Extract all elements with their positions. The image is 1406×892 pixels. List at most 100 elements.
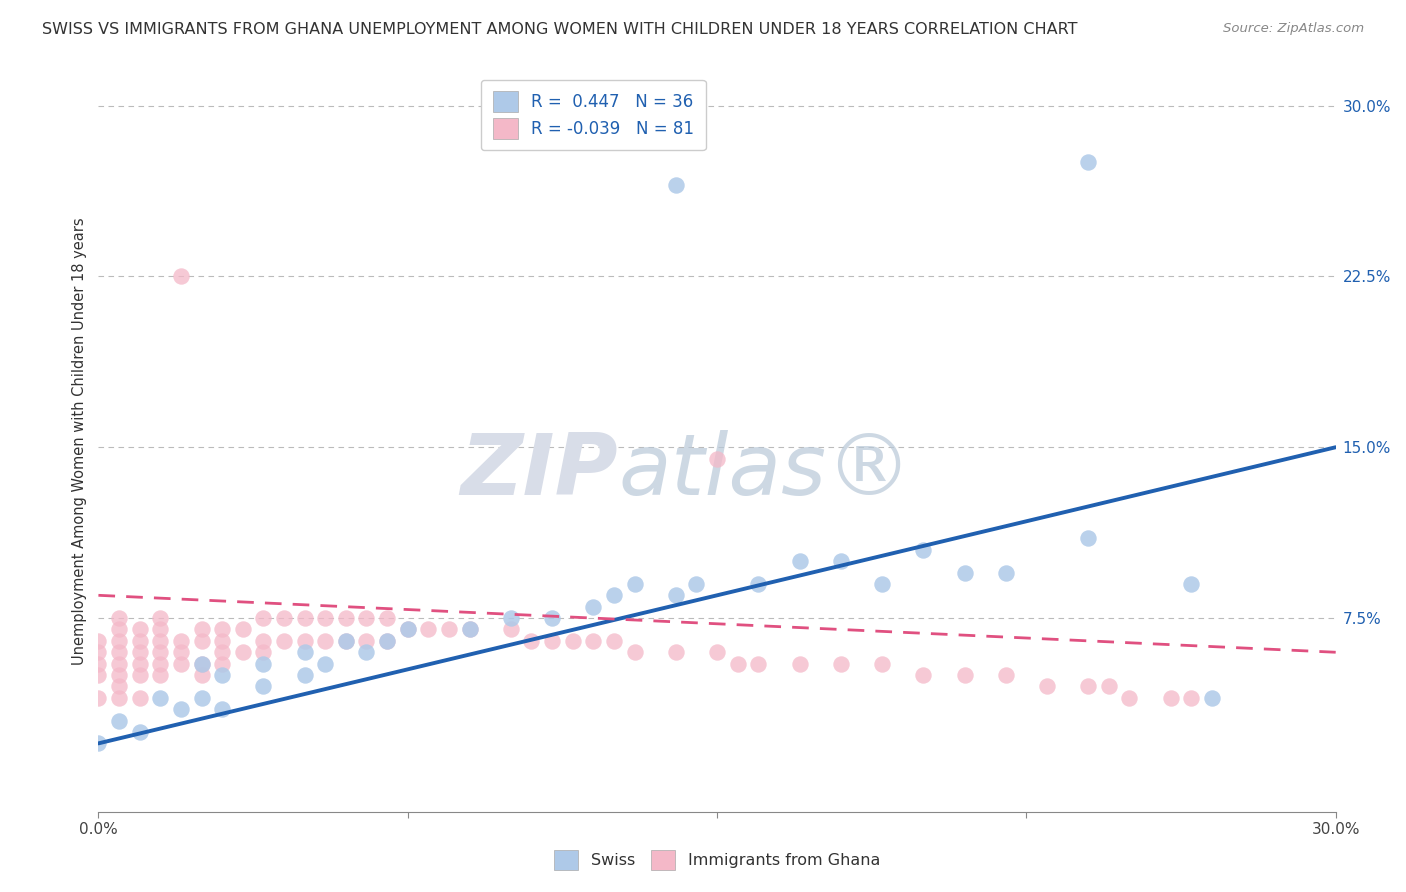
Point — [170, 269, 193, 284]
Point — [190, 633, 212, 648]
Point — [149, 668, 172, 682]
Point — [211, 645, 233, 659]
Point — [582, 633, 605, 648]
Point — [1036, 680, 1059, 694]
Point — [1180, 577, 1202, 591]
Y-axis label: Unemployment Among Women with Children Under 18 years: Unemployment Among Women with Children U… — [72, 218, 87, 665]
Point — [520, 633, 543, 648]
Point — [747, 657, 769, 671]
Point — [87, 657, 110, 671]
Point — [335, 633, 357, 648]
Point — [190, 668, 212, 682]
Point — [335, 633, 357, 648]
Point — [912, 668, 935, 682]
Point — [128, 657, 150, 671]
Point — [396, 623, 419, 637]
Point — [685, 577, 707, 591]
Point — [294, 668, 316, 682]
Point — [108, 611, 131, 625]
Point — [190, 657, 212, 671]
Point — [252, 645, 274, 659]
Point — [499, 611, 522, 625]
Point — [294, 633, 316, 648]
Point — [418, 623, 440, 637]
Point — [170, 702, 193, 716]
Point — [211, 633, 233, 648]
Point — [128, 690, 150, 705]
Point — [706, 645, 728, 659]
Point — [1180, 690, 1202, 705]
Point — [603, 588, 626, 602]
Point — [1077, 532, 1099, 546]
Point — [273, 611, 295, 625]
Point — [706, 451, 728, 466]
Point — [665, 588, 688, 602]
Legend: Swiss, Immigrants from Ghana: Swiss, Immigrants from Ghana — [546, 842, 889, 878]
Point — [1077, 155, 1099, 169]
Text: ZIP: ZIP — [460, 430, 619, 513]
Text: Source: ZipAtlas.com: Source: ZipAtlas.com — [1223, 22, 1364, 36]
Point — [108, 623, 131, 637]
Point — [108, 680, 131, 694]
Point — [789, 657, 811, 671]
Point — [356, 645, 378, 659]
Point — [252, 657, 274, 671]
Point — [108, 690, 131, 705]
Point — [1201, 690, 1223, 705]
Point — [314, 657, 336, 671]
Point — [170, 657, 193, 671]
Point — [108, 645, 131, 659]
Point — [108, 657, 131, 671]
Point — [1077, 680, 1099, 694]
Point — [314, 633, 336, 648]
Point — [190, 690, 212, 705]
Point — [128, 645, 150, 659]
Point — [458, 623, 481, 637]
Point — [953, 566, 976, 580]
Point — [623, 577, 645, 591]
Point — [211, 623, 233, 637]
Point — [375, 633, 398, 648]
Point — [356, 633, 378, 648]
Point — [335, 611, 357, 625]
Point — [665, 645, 688, 659]
Point — [665, 178, 688, 193]
Point — [149, 611, 172, 625]
Point — [87, 690, 110, 705]
Point — [211, 657, 233, 671]
Point — [375, 633, 398, 648]
Point — [149, 657, 172, 671]
Point — [603, 633, 626, 648]
Point — [953, 668, 976, 682]
Point — [128, 668, 150, 682]
Point — [1098, 680, 1121, 694]
Point — [211, 702, 233, 716]
Point — [499, 623, 522, 637]
Point — [232, 645, 254, 659]
Point — [356, 611, 378, 625]
Point — [149, 645, 172, 659]
Point — [870, 577, 893, 591]
Point — [1160, 690, 1182, 705]
Point — [108, 668, 131, 682]
Point — [149, 633, 172, 648]
Point — [87, 633, 110, 648]
Point — [541, 633, 564, 648]
Point — [87, 736, 110, 750]
Point — [994, 668, 1017, 682]
Point — [149, 690, 172, 705]
Point — [541, 611, 564, 625]
Point — [396, 623, 419, 637]
Point — [170, 645, 193, 659]
Point — [294, 611, 316, 625]
Point — [190, 623, 212, 637]
Point — [375, 611, 398, 625]
Point — [252, 633, 274, 648]
Point — [252, 611, 274, 625]
Point — [252, 680, 274, 694]
Point — [747, 577, 769, 591]
Point — [128, 633, 150, 648]
Point — [87, 668, 110, 682]
Point — [1118, 690, 1140, 705]
Point — [108, 633, 131, 648]
